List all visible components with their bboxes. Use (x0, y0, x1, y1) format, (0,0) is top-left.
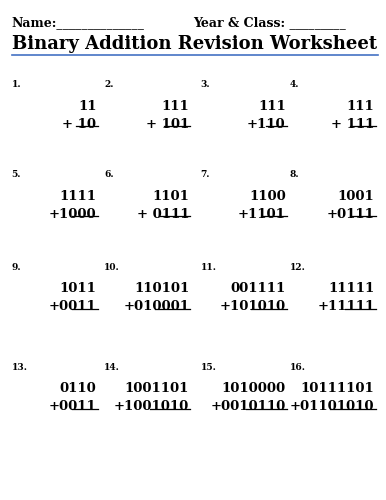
Text: +0011: +0011 (49, 400, 96, 413)
Text: 11.: 11. (201, 262, 217, 272)
Text: 1.: 1. (12, 80, 21, 89)
Text: +1101: +1101 (238, 208, 286, 220)
Text: 10111101: 10111101 (301, 382, 374, 396)
Text: 13.: 13. (12, 362, 27, 372)
Text: 4.: 4. (290, 80, 299, 89)
Text: 7.: 7. (201, 170, 210, 179)
Text: 5.: 5. (12, 170, 21, 179)
Text: +01101010: +01101010 (290, 400, 374, 413)
Text: 1011: 1011 (59, 282, 96, 296)
Text: 12.: 12. (290, 262, 305, 272)
Text: + 101: + 101 (146, 118, 189, 130)
Text: 1001101: 1001101 (125, 382, 189, 396)
Text: Year & Class: _________: Year & Class: _________ (193, 16, 346, 29)
Text: +0010110: +0010110 (210, 400, 286, 413)
Text: 0110: 0110 (60, 382, 96, 396)
Text: 9.: 9. (12, 262, 21, 272)
Text: +1000: +1000 (49, 208, 96, 220)
Text: +1001010: +1001010 (114, 400, 189, 413)
Text: +11111: +11111 (317, 300, 374, 313)
Text: 8.: 8. (290, 170, 299, 179)
Text: 111: 111 (347, 100, 374, 113)
Text: + 111: + 111 (331, 118, 374, 130)
Text: Binary Addition Revision Worksheet: Binary Addition Revision Worksheet (12, 35, 377, 53)
Text: 1010000: 1010000 (222, 382, 286, 396)
Text: 6.: 6. (104, 170, 114, 179)
Text: + 0111: + 0111 (137, 208, 189, 220)
Text: +010001: +010001 (123, 300, 189, 313)
Text: 10.: 10. (104, 262, 120, 272)
Text: +0011: +0011 (49, 300, 96, 313)
Text: 1001: 1001 (338, 190, 374, 203)
Text: 001111: 001111 (230, 282, 286, 296)
Text: 111: 111 (258, 100, 286, 113)
Text: 1101: 1101 (152, 190, 189, 203)
Text: 11111: 11111 (328, 282, 374, 296)
Text: 15.: 15. (201, 362, 217, 372)
Text: + 10: + 10 (63, 118, 96, 130)
Text: +110: +110 (247, 118, 286, 130)
Text: +101010: +101010 (220, 300, 286, 313)
Text: 16.: 16. (290, 362, 305, 372)
Text: 1100: 1100 (249, 190, 286, 203)
Text: 11: 11 (78, 100, 96, 113)
Text: 14.: 14. (104, 362, 120, 372)
Text: +0111: +0111 (327, 208, 374, 220)
Text: 3.: 3. (201, 80, 210, 89)
Text: 1111: 1111 (59, 190, 96, 203)
Text: 111: 111 (161, 100, 189, 113)
Text: 110101: 110101 (134, 282, 189, 296)
Text: Name:______________: Name:______________ (12, 16, 144, 29)
Text: 2.: 2. (104, 80, 114, 89)
